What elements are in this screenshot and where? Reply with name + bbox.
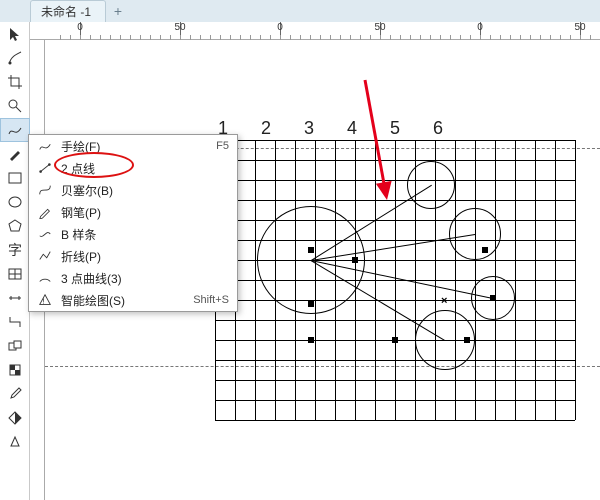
flyout-item-smart[interactable]: ! 智能绘图(S)Shift+S xyxy=(29,289,237,311)
flyout-label: 3 点曲线(3) xyxy=(55,270,229,287)
interactive-effects-tool[interactable] xyxy=(0,334,30,358)
dimension-tool[interactable] xyxy=(0,286,30,310)
eyedropper-tool[interactable] xyxy=(0,382,30,406)
flyout-label: 手绘(F) xyxy=(55,138,216,155)
ellipse-tool[interactable] xyxy=(0,190,30,214)
text-icon: 字 xyxy=(8,240,22,260)
freehand-icon xyxy=(35,139,55,153)
ruler-number: 50 xyxy=(174,22,185,33)
tab-title: 未命名 -1 xyxy=(41,5,91,19)
zoom-tool[interactable] xyxy=(0,94,30,118)
flyout-label: B 样条 xyxy=(55,226,229,243)
artistic-media-tool[interactable] xyxy=(0,142,30,166)
document-tab[interactable]: 未命名 -1 xyxy=(30,0,106,22)
selection-handle[interactable] xyxy=(464,337,470,343)
selection-handle[interactable] xyxy=(308,301,314,307)
table-tool[interactable] xyxy=(0,262,30,286)
selection-handle[interactable] xyxy=(392,337,398,343)
svg-text:!: ! xyxy=(42,299,44,306)
column-labels: 1 2 3 4 5 6 xyxy=(218,118,457,139)
ruler-horizontal: 0 50 0 50 0 50 xyxy=(30,22,600,40)
flyout-item-bezier[interactable]: 贝塞尔(B) xyxy=(29,179,237,201)
smart-fill-tool[interactable] xyxy=(0,430,30,454)
ruler-number: 50 xyxy=(574,22,585,33)
three-pt-icon xyxy=(35,271,55,285)
bspline-icon xyxy=(35,227,55,241)
connector-tool[interactable] xyxy=(0,310,30,334)
pick-tool[interactable] xyxy=(0,22,30,46)
add-tab-button[interactable]: + xyxy=(110,4,126,20)
crop-tool[interactable] xyxy=(0,70,30,94)
smart-icon: ! xyxy=(35,293,55,307)
rectangle-tool[interactable] xyxy=(0,166,30,190)
center-marker: × xyxy=(441,296,447,307)
flyout-label: 折线(P) xyxy=(55,248,229,265)
text-tool[interactable]: 字 xyxy=(0,238,30,262)
ruler-number: 0 xyxy=(477,22,483,33)
flyout-label: 2 点线 xyxy=(55,160,229,177)
two-point-icon xyxy=(35,161,55,175)
flyout-shortcut: F5 xyxy=(216,140,229,152)
document-tabbar: 未命名 -1 + xyxy=(0,0,600,22)
selection-handle[interactable] xyxy=(352,257,358,263)
flyout-item-polyline[interactable]: 折线(P) xyxy=(29,245,237,267)
selection-handle[interactable] xyxy=(490,295,496,301)
flyout-item-bspline[interactable]: B 样条 xyxy=(29,223,237,245)
interactive-fill-tool[interactable] xyxy=(0,406,30,430)
flyout-shortcut: Shift+S xyxy=(193,294,229,306)
ruler-number: 50 xyxy=(374,22,385,33)
shape-tool[interactable] xyxy=(0,46,30,70)
toolbox: 字 xyxy=(0,22,30,500)
flyout-item-two-point[interactable]: 2 点线 xyxy=(29,157,237,179)
ruler-number: 0 xyxy=(277,22,283,33)
guide-line xyxy=(45,366,600,367)
selection-handle[interactable] xyxy=(308,337,314,343)
flyout-item-three-pt[interactable]: 3 点曲线(3) xyxy=(29,267,237,289)
curve-tool-flyout: 手绘(F)F5 2 点线贝塞尔(B) 钢笔(P) B 样条折线(P) 3 点曲线(3)!… xyxy=(28,134,238,312)
flyout-item-pen[interactable]: 钢笔(P) xyxy=(29,201,237,223)
selection-handle[interactable] xyxy=(308,247,314,253)
plus-icon: + xyxy=(114,3,122,19)
bezier-icon xyxy=(35,183,55,197)
pen-icon xyxy=(35,205,55,219)
flyout-label: 智能绘图(S) xyxy=(55,292,193,309)
freehand-tool[interactable] xyxy=(0,118,30,142)
polyline-icon xyxy=(35,249,55,263)
flyout-item-freehand[interactable]: 手绘(F)F5 xyxy=(29,135,237,157)
transparency-tool[interactable] xyxy=(0,358,30,382)
flyout-label: 贝塞尔(B) xyxy=(55,182,229,199)
ruler-number: 0 xyxy=(77,22,83,33)
polygon-tool[interactable] xyxy=(0,214,30,238)
flyout-label: 钢笔(P) xyxy=(55,204,229,221)
selection-handle[interactable] xyxy=(482,247,488,253)
